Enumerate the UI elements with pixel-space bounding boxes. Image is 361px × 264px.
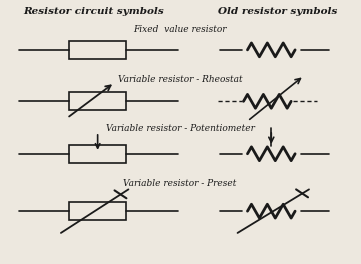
Bar (69, 145, 126, 163)
Text: Fixed  value resistor: Fixed value resistor (133, 25, 227, 34)
Text: Variable resistor - Preset: Variable resistor - Preset (123, 180, 237, 188)
Text: Old resistor symbols: Old resistor symbols (218, 7, 337, 16)
Text: Variable resistor - Rheostat: Variable resistor - Rheostat (118, 75, 242, 84)
Bar (69, 41, 126, 59)
Bar (69, 92, 126, 110)
Text: Resistor circuit symbols: Resistor circuit symbols (23, 7, 164, 16)
Bar (69, 202, 126, 220)
Text: Variable resistor - Potentiometer: Variable resistor - Potentiometer (105, 124, 255, 133)
